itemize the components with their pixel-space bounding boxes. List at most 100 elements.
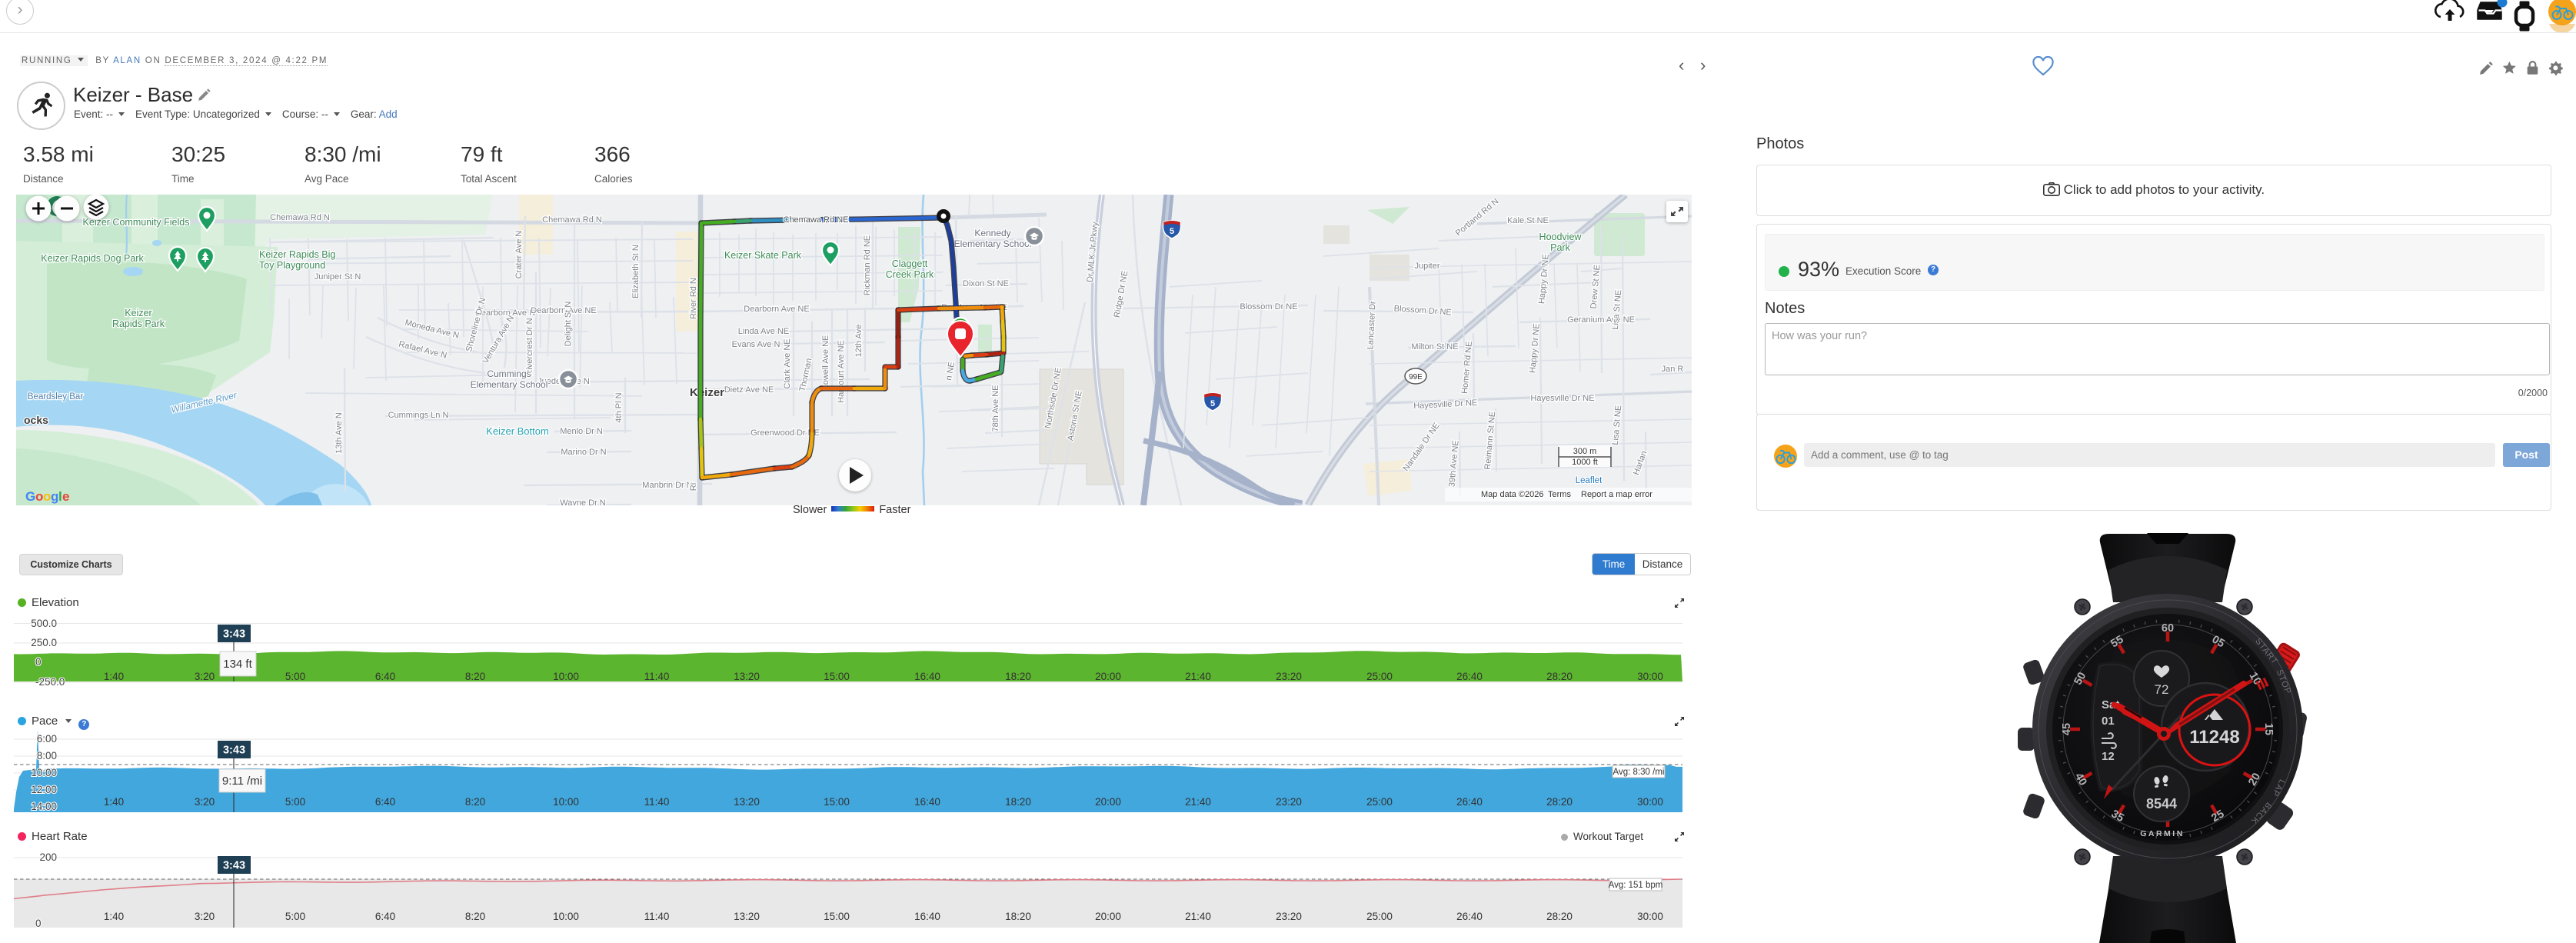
svg-text:Lancaster Dr: Lancaster Dr [1366,301,1377,350]
svg-text:Juniper St N: Juniper St N [315,272,361,282]
svg-text:Creek Park: Creek Park [886,269,934,280]
svg-text:250.0: 250.0 [31,637,57,648]
svg-text:Harcourt Ave NE: Harcourt Ave NE [837,340,846,403]
svg-text:Keizer: Keizer [125,308,151,318]
svg-text:Rivercrest Dr N: Rivercrest Dr N [525,318,534,375]
svg-text:Kale St NE: Kale St NE [1507,216,1549,225]
svg-text:21:40: 21:40 [1185,911,1211,922]
svg-text:28:20: 28:20 [1546,671,1573,682]
svg-text:13:20: 13:20 [734,671,760,682]
svg-text:o: o [43,489,51,504]
svg-text:12:00: 12:00 [31,784,57,795]
svg-text:Chemawa Rd N: Chemawa Rd N [270,213,330,222]
svg-text:10:00: 10:00 [553,911,579,922]
svg-text:12: 12 [2102,750,2115,763]
svg-text:g: g [51,489,58,504]
svg-text:ocks: ocks [24,414,48,426]
svg-text:5:00: 5:00 [285,671,305,682]
svg-text:Evans Ave N: Evans Ave N [732,340,780,349]
svg-text:11:40: 11:40 [644,671,670,682]
svg-text:8:00: 8:00 [37,750,57,761]
svg-text:23:20: 23:20 [1276,671,1302,682]
svg-text:Dixon St NE: Dixon St NE [963,279,1009,288]
svg-text:G: G [25,489,35,504]
svg-text:Rapids Park: Rapids Park [112,318,165,329]
svg-text:3:43: 3:43 [223,745,245,757]
svg-text:20:00: 20:00 [1095,671,1121,682]
svg-text:3:20: 3:20 [195,671,215,682]
svg-text:10:00: 10:00 [553,671,579,682]
svg-text:10:00: 10:00 [31,767,57,778]
svg-text:25:00: 25:00 [1366,671,1393,682]
svg-text:Lisa St NE: Lisa St NE [1611,289,1623,330]
svg-text:0: 0 [35,918,42,929]
svg-text:Elementary School: Elementary School [471,379,548,390]
svg-text:Menlo Dr N: Menlo Dr N [560,427,603,436]
svg-text:3:43: 3:43 [223,860,245,872]
svg-text:Elementary School: Elementary School [954,238,1032,249]
svg-text:30:00: 30:00 [1637,911,1663,922]
svg-text:15:00: 15:00 [824,671,850,682]
svg-text:20:00: 20:00 [1095,911,1121,922]
svg-text:200: 200 [39,851,57,863]
svg-text:e: e [62,489,69,504]
svg-text:Keizer Bottom: Keizer Bottom [486,425,549,437]
svg-text:6:00: 6:00 [37,733,57,745]
svg-text:21:40: 21:40 [1185,671,1211,682]
svg-text:78th Ave NE: 78th Ave NE [991,385,1000,432]
svg-text:5:00: 5:00 [285,911,305,922]
svg-text:1:40: 1:40 [104,911,124,922]
svg-text:Avg: 151 bpm: Avg: 151 bpm [1609,881,1663,890]
svg-text:99E: 99E [1409,373,1423,382]
svg-text:Elizabeth St N: Elizabeth St N [631,245,641,298]
svg-text:500.0: 500.0 [31,618,57,629]
svg-text:40: 40 [2072,771,2089,788]
svg-text:Beardsley Bar: Beardsley Bar [28,392,83,402]
svg-text:Avg: 8:30 /mi: Avg: 8:30 /mi [1613,768,1665,777]
svg-text:Chemawa Rd NE: Chemawa Rd NE [784,215,849,225]
svg-text:9:11 /mi: 9:11 /mi [222,775,262,788]
svg-text:Jupiter: Jupiter [1414,262,1439,271]
svg-text:30:00: 30:00 [1637,796,1663,808]
svg-text:Blossom Dr NE: Blossom Dr NE [1240,302,1297,312]
svg-text:Manbrin Dr N: Manbrin Dr N [642,481,692,490]
svg-text:Hayesville Dr NE: Hayesville Dr NE [1413,398,1478,411]
svg-text:Delight St N: Delight St N [564,302,573,347]
svg-text:Keizer Rapids Dog Park: Keizer Rapids Dog Park [41,253,144,264]
svg-text:134 ft: 134 ft [223,658,252,671]
svg-text:Dearborn Ave NE: Dearborn Ave NE [531,306,596,315]
svg-text:12th Ave: 12th Ave [854,325,864,358]
svg-text:Hoodview: Hoodview [1539,232,1583,242]
svg-text:River Rd N: River Rd N [689,278,698,319]
svg-text:Ri: Ri [689,483,698,491]
svg-text:26:40: 26:40 [1456,911,1483,922]
svg-text:8:20: 8:20 [465,671,485,682]
svg-text:8:20: 8:20 [465,911,485,922]
svg-text:6:40: 6:40 [375,911,395,922]
svg-text:18:20: 18:20 [1005,671,1031,682]
svg-text:Keizer Skate Park: Keizer Skate Park [724,250,802,261]
svg-text:20:00: 20:00 [1095,796,1121,808]
svg-text:1:40: 1:40 [104,671,124,682]
svg-text:26:40: 26:40 [1456,796,1483,808]
svg-text:5:00: 5:00 [285,796,305,808]
svg-text:50: 50 [2072,670,2088,687]
svg-text:1000 ft: 1000 ft [1572,458,1598,467]
svg-text:16:40: 16:40 [914,671,940,682]
svg-text:Leaflet: Leaflet [1576,476,1603,485]
svg-text:10:00: 10:00 [553,796,579,808]
svg-text:0: 0 [35,656,42,668]
svg-text:GARMIN: GARMIN [2140,829,2185,838]
svg-text:11:40: 11:40 [644,911,670,922]
svg-text:5: 5 [1170,227,1174,236]
svg-text:Chemawa Rd N: Chemawa Rd N [542,215,602,225]
svg-text:300 m: 300 m [1573,447,1597,456]
svg-text:Terms: Terms [1548,490,1571,499]
svg-text:15: 15 [2262,723,2275,735]
svg-text:Kennedy: Kennedy [974,228,1010,238]
svg-text:Clark Ave NE: Clark Ave NE [783,338,792,388]
svg-text:11:40: 11:40 [644,796,670,808]
svg-text:23:20: 23:20 [1276,911,1302,922]
svg-text:72: 72 [2155,682,2169,697]
svg-text:n NE: n NE [944,361,957,381]
